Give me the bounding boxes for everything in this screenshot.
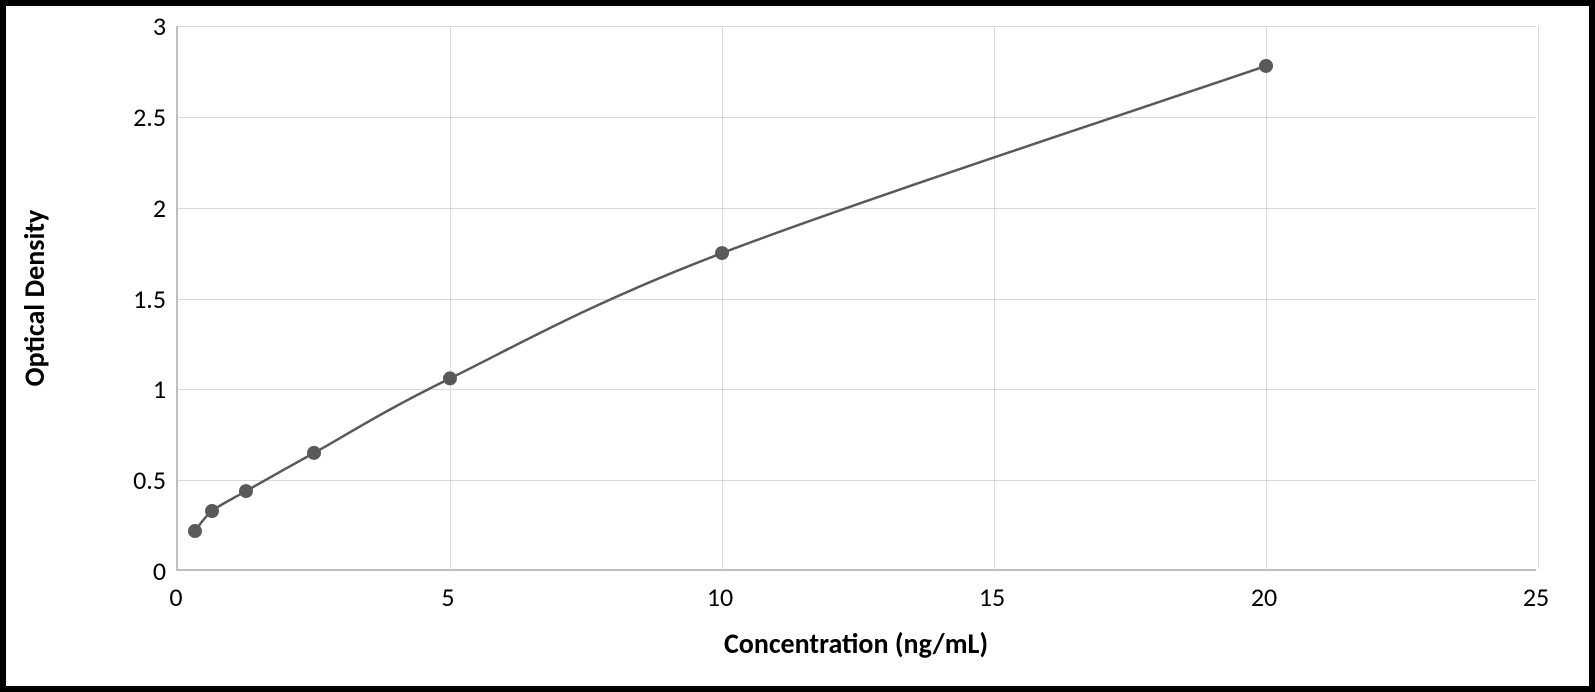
y-tick-label: 3	[96, 10, 166, 42]
x-tick-label: 0	[169, 581, 182, 613]
y-tick-label: 1.5	[96, 283, 166, 315]
x-tick-label: 20	[1251, 581, 1277, 613]
data-series	[178, 26, 1538, 571]
data-point	[188, 524, 202, 538]
data-point	[1259, 59, 1273, 73]
y-tick-label: 2	[96, 192, 166, 224]
x-tick-label: 10	[707, 581, 733, 613]
plot-area	[176, 26, 1536, 571]
x-tick-label: 15	[979, 581, 1005, 613]
gridline-vertical	[1538, 26, 1539, 569]
data-point	[715, 246, 729, 260]
x-axis-title: Concentration (ng/mL)	[724, 626, 988, 661]
y-axis-title: Optical Density	[17, 210, 52, 387]
series-line	[195, 66, 1266, 531]
data-point	[443, 371, 457, 385]
x-tick-label: 5	[441, 581, 454, 613]
data-point	[307, 446, 321, 460]
chart-frame: Optical Density Concentration (ng/mL) 00…	[0, 0, 1595, 692]
y-tick-label: 0.5	[96, 464, 166, 496]
y-tick-label: 1	[96, 373, 166, 405]
data-point	[205, 504, 219, 518]
y-tick-label: 0	[96, 555, 166, 587]
data-point	[239, 484, 253, 498]
x-tick-label: 25	[1523, 581, 1549, 613]
y-tick-label: 2.5	[96, 101, 166, 133]
